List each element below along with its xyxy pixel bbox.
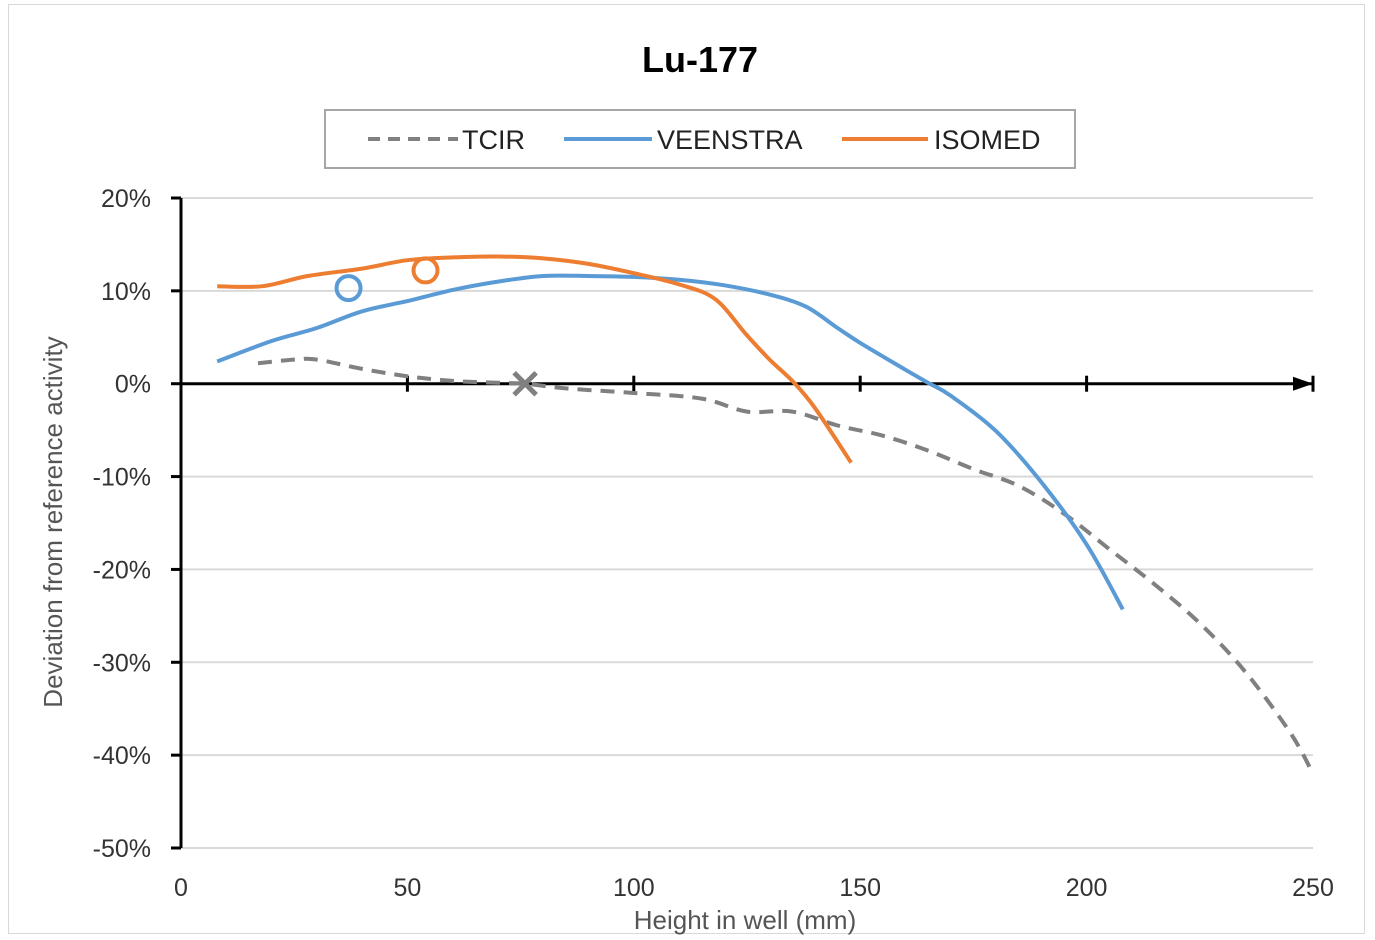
- legend-label-veenstra: VEENSTRA: [657, 125, 803, 155]
- x-tick-label-0: 0: [174, 874, 188, 902]
- series-line-isomed: [217, 254, 853, 464]
- legend: TCIR VEENSTRA ISOMED: [324, 109, 1076, 169]
- y-tick-label-2: 0%: [115, 371, 151, 399]
- y-tick-label-0: 20%: [101, 185, 151, 213]
- y-tick-label-5: -30%: [93, 649, 151, 677]
- y-tick-label-3: -10%: [93, 464, 151, 492]
- x-tick-label-3: 150: [839, 874, 881, 902]
- x-axis-title: Height in well (mm): [634, 905, 857, 935]
- x-tick-label-5: 250: [1292, 874, 1334, 902]
- series-layer: [216, 254, 1315, 775]
- y-tick-label-4: -20%: [93, 556, 151, 584]
- x-tick-labels: 0 50 100 150 200 250: [174, 874, 1334, 902]
- x-tick-label-2: 100: [613, 874, 655, 902]
- legend-label-isomed: ISOMED: [934, 125, 1041, 155]
- y-axis-title: Deviation from reference activity: [38, 336, 68, 707]
- y-tick-label-6: -40%: [93, 742, 151, 770]
- series-line-tcir: [257, 356, 1315, 775]
- x-axis: [179, 375, 1315, 392]
- y-tick-label-7: -50%: [93, 835, 151, 863]
- marker-circle-isomed: [411, 256, 440, 285]
- chart-title: Lu-177: [642, 39, 758, 80]
- y-tick-labels: 20% 10% 0% -10% -20% -30% -40% -50%: [93, 185, 151, 863]
- legend-label-tcir: TCIR: [462, 125, 525, 155]
- x-tick-label-1: 50: [393, 874, 421, 902]
- y-axis: [171, 196, 183, 850]
- marker-circle-veenstra: [334, 274, 363, 303]
- marker-x-tcir: [512, 370, 538, 397]
- y-tick-label-1: 10%: [101, 278, 151, 306]
- x-axis-arrow: [1293, 376, 1313, 391]
- series-line-veenstra: [216, 273, 1125, 611]
- marker-layer: [334, 256, 538, 397]
- x-tick-label-4: 200: [1066, 874, 1108, 902]
- gridlines: [181, 197, 1313, 849]
